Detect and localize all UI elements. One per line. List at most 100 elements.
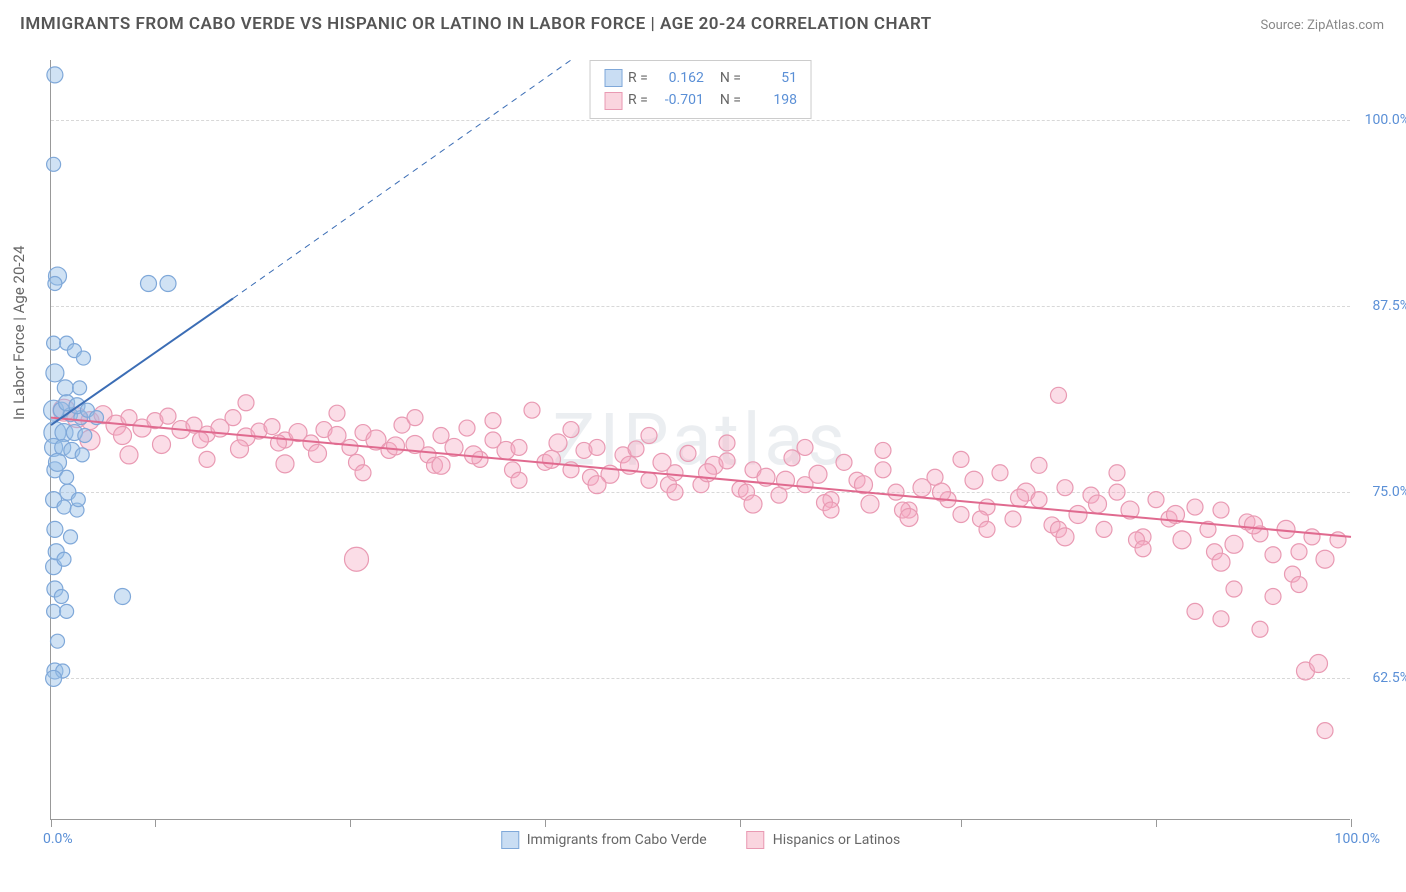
data-point [57,380,73,396]
data-point [60,604,74,618]
data-point [1109,484,1125,500]
data-point [387,437,405,455]
data-point [64,530,78,544]
data-point [543,450,561,468]
data-point [264,419,280,435]
data-point [115,588,131,604]
data-point [549,434,567,452]
data-point [1291,544,1307,560]
data-point [407,410,423,426]
data-point [329,405,345,421]
data-point [77,351,91,365]
data-point [199,451,215,467]
swatch-icon [747,831,765,849]
y-tick-label: 87.5% [1372,298,1406,314]
data-point [667,484,683,500]
data-point [47,336,61,350]
data-point [1187,499,1203,515]
data-point [60,470,74,484]
data-point [47,67,63,83]
n-label: N = [720,89,741,111]
data-point [589,439,605,455]
data-point [875,462,891,478]
data-point [953,507,969,523]
y-tick-label: 62.5% [1372,670,1406,686]
data-point [1245,516,1263,534]
data-point [744,495,762,513]
data-point [1252,621,1268,637]
x-tick [740,819,741,827]
legend-item: Immigrants from Cabo Verde [501,831,707,849]
data-point [114,427,132,445]
data-point [1069,506,1087,524]
data-point [75,448,89,462]
trend-line-dashed [233,60,571,298]
swatch-icon [604,92,622,110]
data-point [459,420,475,436]
data-point [1265,588,1281,604]
data-point [979,521,995,537]
data-point [641,472,657,488]
data-point [965,471,983,489]
x-tick [1351,819,1352,827]
data-point [160,276,176,292]
data-point [160,408,176,424]
swatch-icon [604,69,622,87]
data-point [57,500,71,514]
r-value: -0.701 [654,89,704,111]
data-point [1031,457,1047,473]
data-point [48,277,62,291]
plot-area: ZIPatlas 62.5%75.0%87.5%100.0% R =0.162N… [50,60,1350,820]
data-point [73,381,87,395]
data-point [345,547,369,571]
data-point [1051,387,1067,403]
data-point [120,446,138,464]
data-point [992,465,1008,481]
data-point [823,502,839,518]
data-point [1316,550,1334,568]
data-point [861,495,879,513]
data-point [47,157,61,171]
n-value: 51 [747,67,797,89]
data-point [231,440,249,458]
x-tick [350,819,351,827]
data-point [355,465,371,481]
data-point [1057,480,1073,496]
data-point [1213,502,1229,518]
data-point [1096,521,1112,537]
data-point [511,472,527,488]
data-point [563,422,579,438]
stats-legend-box: R =0.162N =51R =-0.701N =198 [589,60,812,119]
stats-row: R =-0.701N =198 [604,89,797,111]
data-point [524,402,540,418]
data-point [433,428,449,444]
data-point [47,604,61,618]
legend-label: Hispanics or Latinos [773,832,901,848]
x-axis-min-label: 0.0% [43,831,73,847]
data-point [1225,535,1243,553]
data-point [432,456,450,474]
data-point [1212,553,1230,571]
data-point [797,439,813,455]
data-point [719,453,735,469]
data-point [719,435,735,451]
data-point [1310,655,1328,673]
data-point [836,454,852,470]
x-tick [961,819,962,827]
data-point [641,428,657,444]
data-point [51,634,65,648]
n-label: N = [720,67,741,89]
r-label: R = [628,89,648,111]
data-point [588,476,606,494]
legend-item: Hispanics or Latinos [747,831,901,849]
data-point [54,589,68,603]
data-point [1317,723,1333,739]
trend-line [51,418,1351,537]
data-point [342,439,358,455]
data-point [900,508,918,526]
data-point [1109,465,1125,481]
data-point [1187,603,1203,619]
stats-row: R =0.162N =51 [604,67,797,89]
data-point [1089,495,1107,513]
data-point [57,552,71,566]
